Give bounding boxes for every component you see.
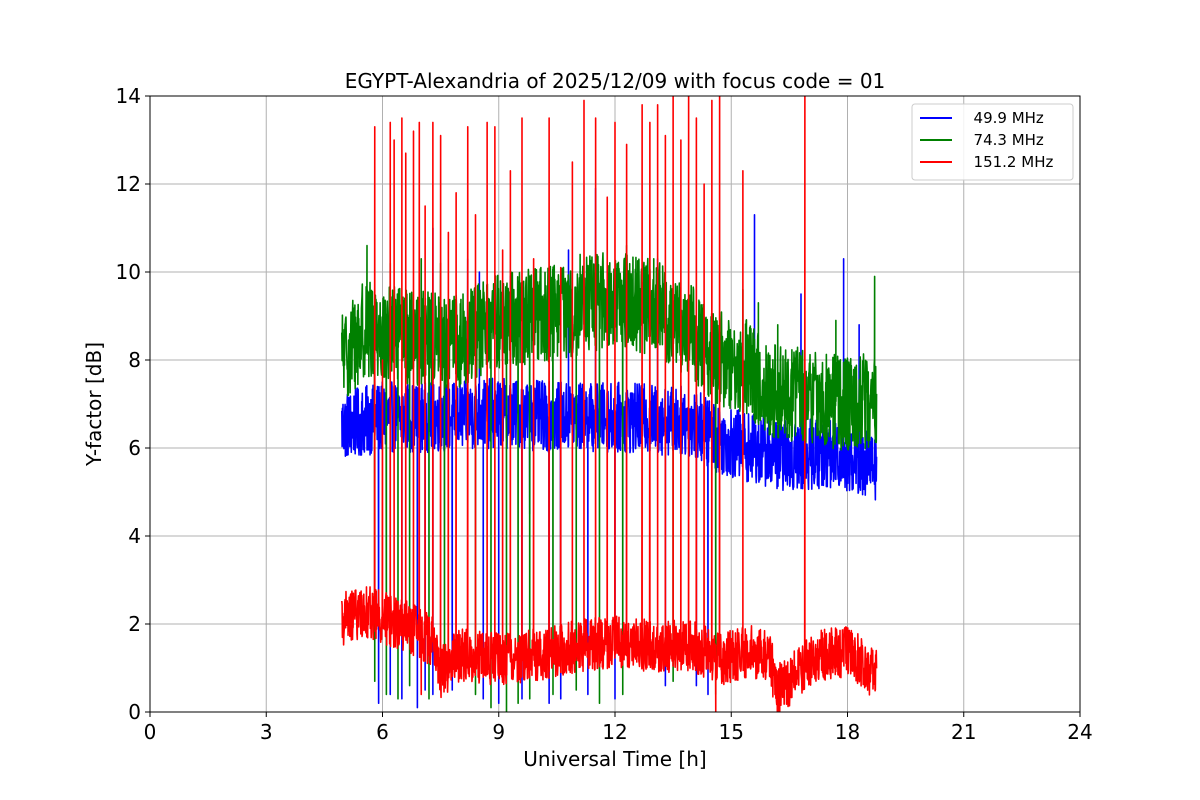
legend: 49.9 MHz 74.3 MHz 151.2 MHz <box>911 103 1074 181</box>
chart-title: EGYPT-Alexandria of 2025/12/09 with focu… <box>345 69 886 93</box>
series-line-2 <box>341 96 878 712</box>
y-tick-label: 0 <box>128 700 141 724</box>
y-tick-label: 14 <box>116 84 141 108</box>
y-tick-label: 8 <box>128 348 141 372</box>
y-tick-label: 6 <box>128 436 141 460</box>
legend-box <box>911 103 1074 181</box>
x-tick-label: 6 <box>376 720 389 744</box>
series-layer <box>341 96 878 712</box>
x-tick-label: 3 <box>260 720 273 744</box>
x-tick-label: 24 <box>1067 720 1092 744</box>
y-tick-label: 2 <box>128 612 141 636</box>
legend-label: 74.3 MHz <box>964 131 1044 149</box>
x-tick-label: 18 <box>835 720 860 744</box>
legend-label: 49.9 MHz <box>964 109 1044 127</box>
y-axis: 0 2 4 6 8 10 12 14 <box>116 84 150 724</box>
x-tick-label: 0 <box>144 720 157 744</box>
x-axis: 0 3 6 9 12 15 18 21 24 <box>144 712 1093 744</box>
series-line-0 <box>341 187 878 709</box>
y-axis-label: Y-factor [dB] <box>82 342 106 467</box>
x-tick-label: 21 <box>951 720 976 744</box>
y-tick-label: 12 <box>116 172 141 196</box>
x-axis-label: Universal Time [h] <box>523 747 706 771</box>
x-tick-label: 15 <box>719 720 744 744</box>
x-tick-label: 9 <box>492 720 505 744</box>
x-tick-label: 12 <box>602 720 627 744</box>
y-tick-label: 4 <box>128 524 141 548</box>
legend-label: 151.2 MHz <box>964 153 1053 171</box>
y-tick-label: 10 <box>116 260 141 284</box>
